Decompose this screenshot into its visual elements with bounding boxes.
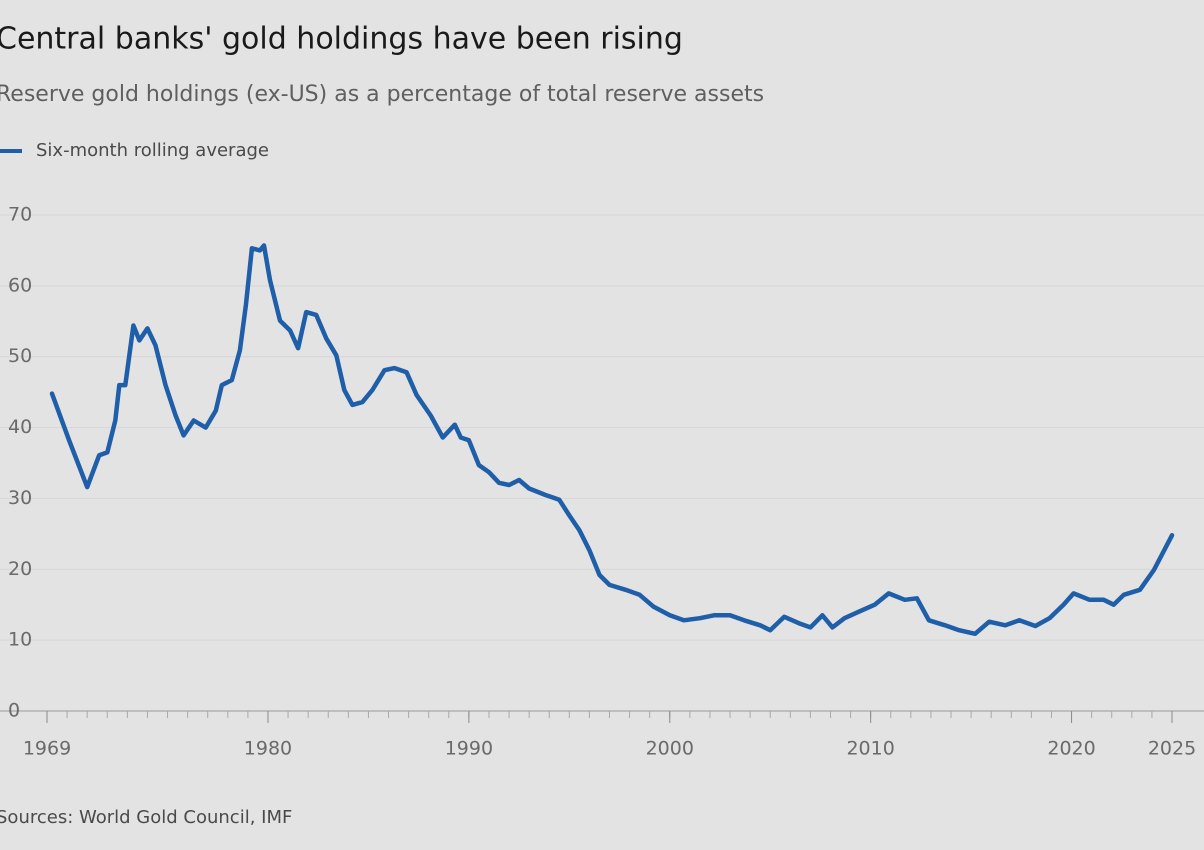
source: Sources: World Gold Council, IMF <box>0 807 292 828</box>
y-tick-label: 0 <box>8 700 20 722</box>
y-tick-label: 70 <box>8 204 32 226</box>
x-tick-label: 2010 <box>846 738 894 760</box>
data-line <box>49 243 1175 637</box>
x-tick-label: 2025 <box>1148 738 1196 760</box>
y-tick-label: 20 <box>8 558 32 580</box>
y-tick-label: 40 <box>8 416 32 438</box>
y-tick-label: 60 <box>8 274 32 296</box>
x-tick-label: 2000 <box>646 738 694 760</box>
chart-subtitle: Reserve gold holdings (ex-US) as a perce… <box>0 82 764 107</box>
chart-title: Central banks' gold holdings have been r… <box>0 22 683 57</box>
x-tick-label: 2020 <box>1047 738 1095 760</box>
y-tick-label: 30 <box>8 487 32 509</box>
x-tick-label: 1980 <box>244 738 292 760</box>
y-tick-label: 10 <box>8 629 32 651</box>
x-tick-label: 1969 <box>23 738 71 760</box>
x-tick-label: 1990 <box>445 738 493 760</box>
y-tick-label: 50 <box>8 345 32 367</box>
legend-label: Six-month rolling average <box>36 140 269 161</box>
